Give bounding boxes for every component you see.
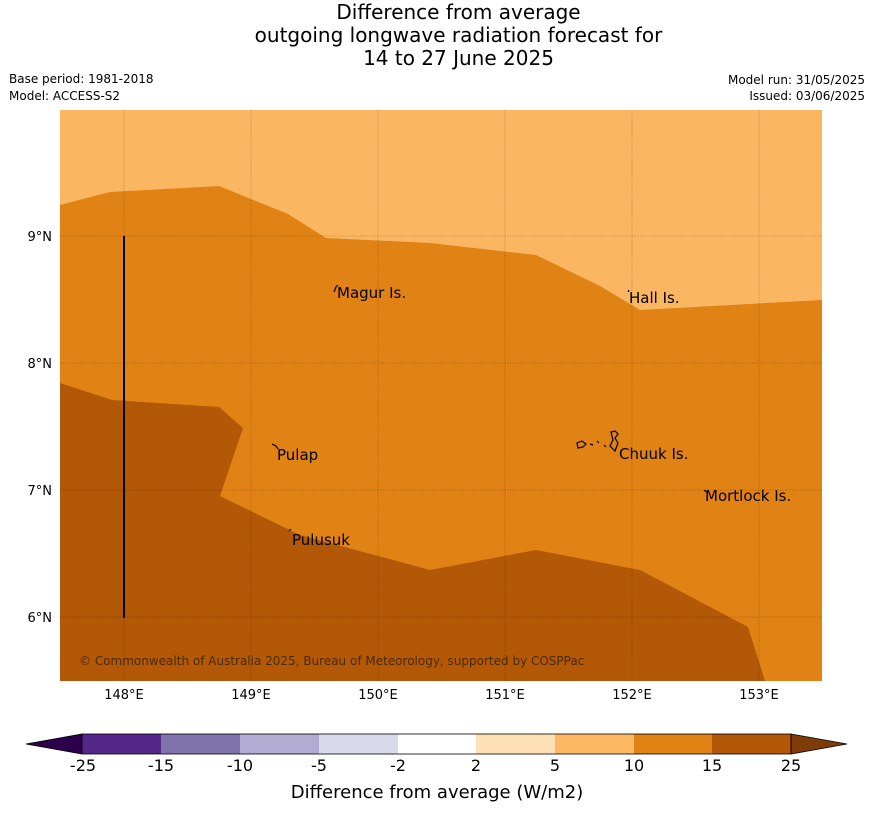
- colorbar-swatch-9: [712, 734, 791, 754]
- map-figure: Magur Is. Hall Is. Pulap Chuuk Is. Mortl…: [0, 0, 873, 816]
- colorbar-tick-10: 25: [781, 756, 801, 775]
- colorbar-tick-9: 15: [702, 756, 722, 775]
- colorbar-tick-6: 2: [471, 756, 481, 775]
- colorbar-tick-1: -25: [70, 756, 96, 775]
- colorbar-swatch-3: [240, 734, 319, 754]
- colorbar-swatch-7: [555, 734, 634, 754]
- lat-label-9n: 9°N: [28, 230, 53, 245]
- lon-label-153e: 153°E: [739, 688, 779, 703]
- colorbar-swatch-1: [82, 734, 161, 754]
- place-label-chuuk: Chuuk Is.: [619, 445, 688, 463]
- colorbar: -25 -15 -10 -5 -2 2 5 10 15 25 Differenc…: [26, 734, 847, 803]
- colorbar-swatch-2: [161, 734, 240, 754]
- colorbar-tick-5: -2: [390, 756, 406, 775]
- place-label-magur: Magur Is.: [337, 284, 406, 302]
- lon-label-149e: 149°E: [231, 688, 271, 703]
- colorbar-tick-7: 5: [550, 756, 560, 775]
- lat-label-7n: 7°N: [28, 484, 53, 499]
- lat-axis-labels: 9°N 8°N 7°N 6°N: [28, 230, 53, 626]
- colorbar-high-arrow: [791, 734, 847, 754]
- place-label-hall: Hall Is.: [629, 289, 680, 307]
- copyright-text: © Commonwealth of Australia 2025, Bureau…: [79, 654, 584, 668]
- colorbar-low-arrow: [26, 734, 82, 754]
- lon-label-151e: 151°E: [485, 688, 525, 703]
- place-label-pulusuk: Pulusuk: [292, 531, 350, 549]
- lon-label-152e: 152°E: [612, 688, 652, 703]
- colorbar-tick-2: -15: [148, 756, 174, 775]
- lon-label-148e: 148°E: [104, 688, 144, 703]
- colorbar-swatch-6: [476, 734, 555, 754]
- colorbar-label: Difference from average (W/m2): [291, 782, 583, 803]
- colorbar-swatch-4: [319, 734, 398, 754]
- place-label-pulap: Pulap: [277, 446, 318, 464]
- lon-label-150e: 150°E: [358, 688, 398, 703]
- colorbar-tick-labels: -25 -15 -10 -5 -2 2 5 10 15 25: [70, 756, 801, 775]
- map-area: Magur Is. Hall Is. Pulap Chuuk Is. Mortl…: [60, 110, 822, 681]
- colorbar-tick-3: -10: [227, 756, 253, 775]
- lon-axis-labels: 148°E 149°E 150°E 151°E 152°E 153°E: [104, 688, 779, 703]
- colorbar-swatch-8: [634, 734, 712, 754]
- lat-label-6n: 6°N: [28, 611, 53, 626]
- lat-label-8n: 8°N: [28, 357, 53, 372]
- colorbar-swatch-5: [398, 734, 476, 754]
- colorbar-tick-8: 10: [624, 756, 644, 775]
- colorbar-tick-4: -5: [311, 756, 327, 775]
- place-label-mortlock: Mortlock Is.: [705, 487, 791, 505]
